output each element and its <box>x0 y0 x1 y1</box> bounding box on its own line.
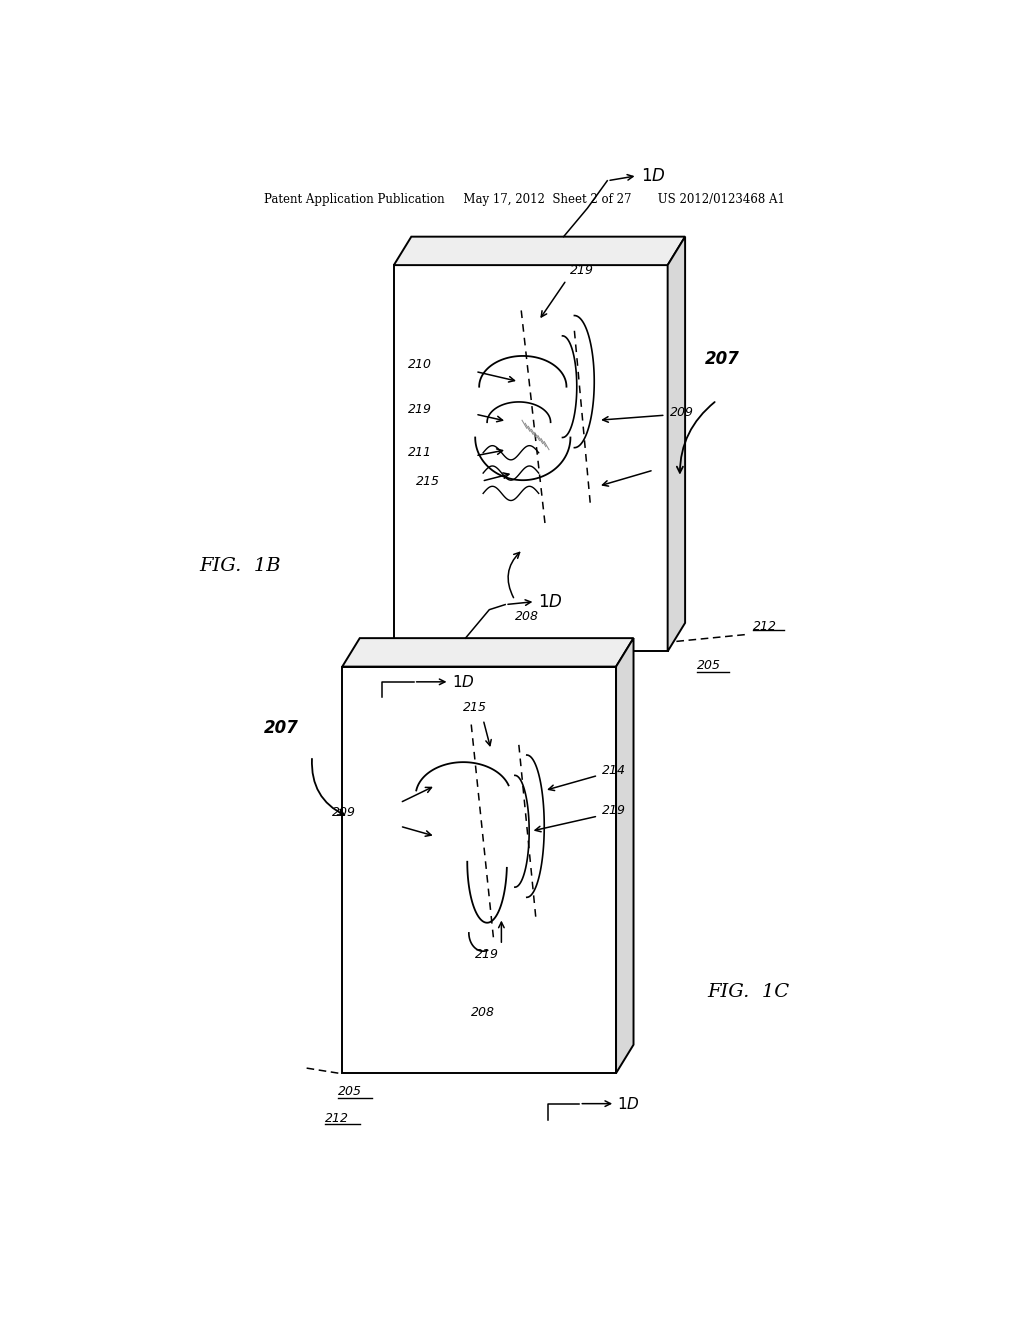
Text: 219: 219 <box>602 804 627 817</box>
Text: $\mathit{1D}$: $\mathit{1D}$ <box>617 1096 640 1111</box>
Text: 209: 209 <box>670 405 693 418</box>
Text: 212: 212 <box>325 1111 349 1125</box>
Text: 208: 208 <box>515 610 539 623</box>
Polygon shape <box>394 236 685 265</box>
Text: 209: 209 <box>332 807 356 820</box>
Text: 207: 207 <box>264 718 299 737</box>
Text: 215: 215 <box>463 701 487 714</box>
Text: FIG.  1B: FIG. 1B <box>200 557 281 576</box>
Text: 207: 207 <box>705 350 739 368</box>
Polygon shape <box>342 667 616 1073</box>
Text: 219: 219 <box>408 403 431 416</box>
Text: 219: 219 <box>475 948 499 961</box>
Text: FIG.  1C: FIG. 1C <box>708 983 790 1001</box>
Text: 212: 212 <box>753 619 776 632</box>
Polygon shape <box>616 638 634 1073</box>
Text: 211: 211 <box>408 446 431 459</box>
Polygon shape <box>394 265 668 651</box>
Text: Patent Application Publication     May 17, 2012  Sheet 2 of 27       US 2012/012: Patent Application Publication May 17, 2… <box>264 193 785 206</box>
Text: $\mathit{1D}$: $\mathit{1D}$ <box>539 593 563 611</box>
Polygon shape <box>342 638 634 667</box>
Text: 208: 208 <box>471 1006 496 1019</box>
Text: 219: 219 <box>570 264 594 277</box>
Text: 205: 205 <box>338 1085 362 1098</box>
Text: 215: 215 <box>416 475 439 487</box>
Text: 205: 205 <box>697 660 721 672</box>
Polygon shape <box>668 236 685 651</box>
Text: $\mathit{1D}$: $\mathit{1D}$ <box>641 166 666 185</box>
Text: 214: 214 <box>602 764 627 776</box>
Text: $\mathit{1D}$: $\mathit{1D}$ <box>452 673 474 690</box>
Text: 210: 210 <box>408 358 431 371</box>
